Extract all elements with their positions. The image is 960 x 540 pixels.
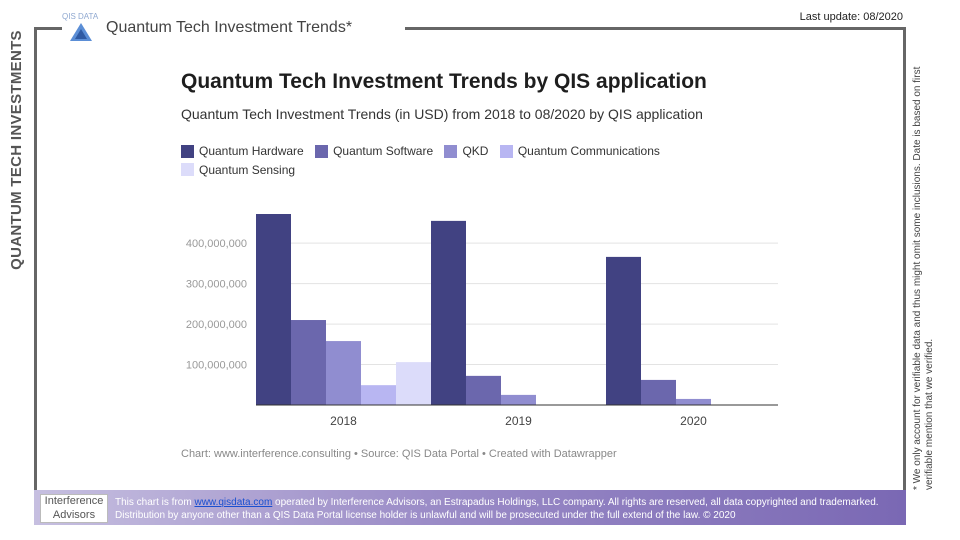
bar — [431, 220, 466, 405]
legend-item-quantum-sensing: Quantum Sensing — [181, 161, 295, 179]
logo-line-1: Interference — [44, 495, 104, 507]
qis-data-logo-text: QIS DATA — [62, 12, 99, 21]
qis-data-logo-icon — [70, 23, 92, 41]
frame-top-border-right — [405, 27, 903, 30]
bar — [361, 385, 396, 405]
footer-banner: Interference Advisors This chart is from… — [34, 490, 906, 525]
legend-swatch — [499, 144, 513, 158]
chart-subtitle: Quantum Tech Investment Trends (in USD) … — [181, 106, 703, 122]
footer-copyright-text: This chart is from www.qisdata.com opera… — [115, 496, 895, 522]
x-tick-label: 2018 — [330, 414, 357, 428]
footer-text-after: operated by Interference Advisors, an Es… — [115, 497, 879, 521]
legend-label: QKD — [462, 144, 489, 158]
legend-item-quantum-communications: Quantum Communications — [499, 142, 660, 160]
y-tick-label: 400,000,000 — [186, 238, 247, 250]
interference-advisors-logo: Interference Advisors — [40, 494, 108, 523]
y-tick-label: 300,000,000 — [186, 279, 247, 291]
chart-caption: Chart: www.interference.consulting • Sou… — [181, 448, 617, 460]
legend-label: Quantum Hardware — [199, 144, 304, 158]
legend-label: Quantum Sensing — [199, 162, 296, 177]
bar — [291, 320, 326, 405]
bar — [606, 256, 641, 405]
logo-line-2: Advisors — [52, 509, 96, 521]
legend-item-quantum-software: Quantum Software — [315, 142, 433, 160]
footer-text-before: This chart is from — [115, 497, 195, 508]
legend-swatch — [315, 144, 329, 158]
legend-label: Quantum Software — [333, 144, 434, 158]
legend-label: Quantum Communications — [517, 144, 660, 158]
legend-item-quantum-hardware: Quantum Hardware — [181, 142, 304, 160]
y-tick-label: 100,000,000 — [186, 360, 247, 372]
frame-left-border — [34, 27, 37, 490]
frame-right-border — [903, 27, 906, 490]
qisdata-link[interactable]: www.qisdata.com — [194, 497, 273, 508]
bar — [501, 394, 536, 405]
legend-swatch — [181, 163, 194, 176]
chart-legend: Quantum Hardware Quantum Software QKD Qu… — [181, 142, 701, 179]
bar — [676, 398, 711, 405]
bar — [326, 341, 361, 405]
bar — [396, 362, 431, 405]
chart-title: Quantum Tech Investment Trends by QIS ap… — [181, 70, 707, 93]
legend-swatch — [181, 144, 194, 158]
last-update: Last update: 08/2020 — [799, 11, 903, 23]
legend-item-qkd: QKD — [444, 142, 488, 160]
legend-swatch — [444, 144, 458, 158]
frame-top-border-left — [34, 27, 62, 30]
header-title: Quantum Tech Investment Trends* — [106, 19, 353, 36]
x-tick-label: 2019 — [505, 414, 532, 428]
x-tick-label: 2020 — [680, 414, 707, 428]
bar — [256, 214, 291, 405]
bar — [641, 379, 676, 405]
y-tick-label: 200,000,000 — [186, 319, 247, 331]
bar — [466, 375, 501, 405]
